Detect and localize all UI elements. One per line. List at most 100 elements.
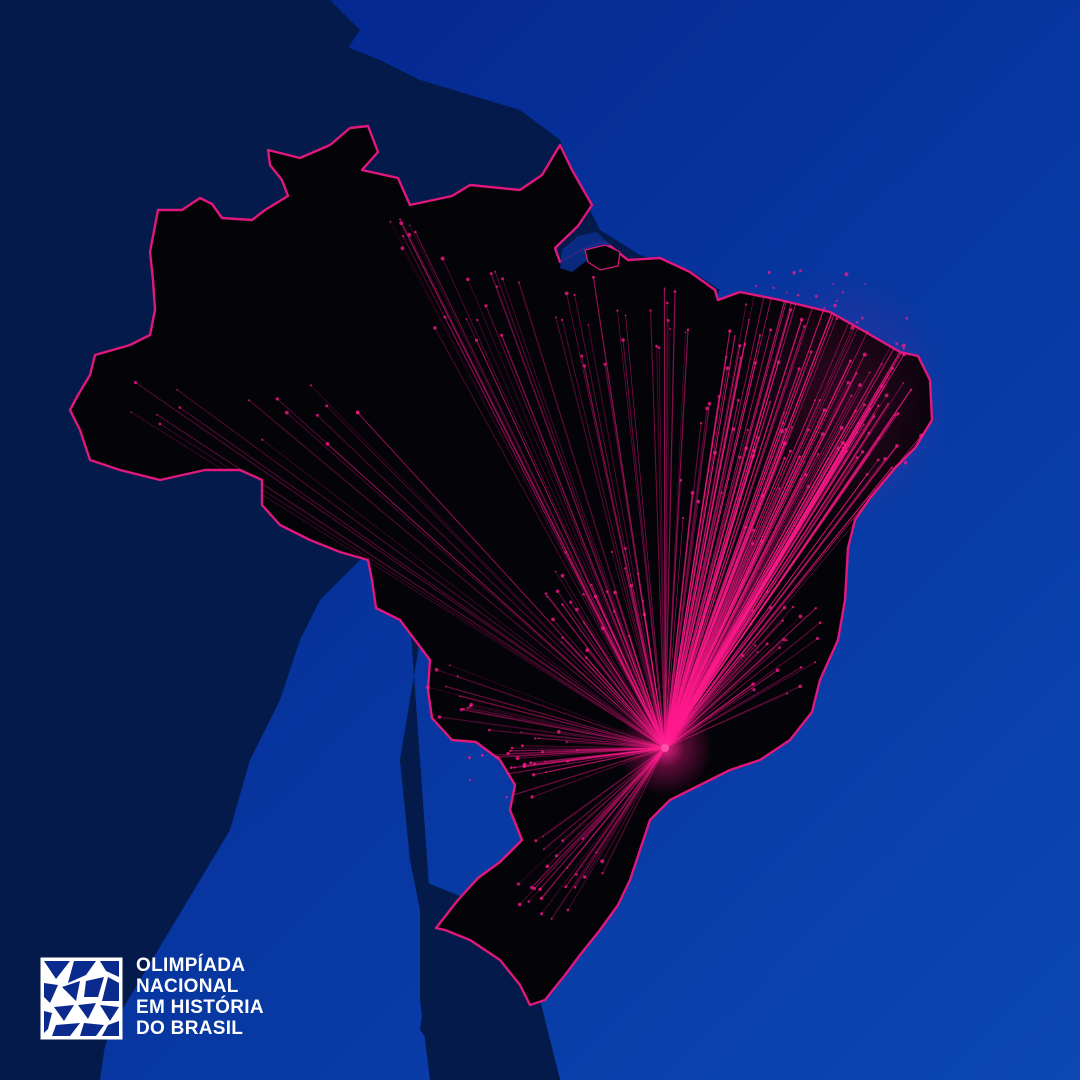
- origin-point: [820, 432, 825, 436]
- origin-point: [566, 866, 569, 869]
- origin-point: [566, 908, 570, 912]
- origin-point: [628, 634, 631, 637]
- connection-line: [664, 284, 866, 749]
- origin-point: [789, 308, 793, 312]
- southern-cone-land: [0, 540, 160, 1080]
- connection-line: [664, 270, 801, 749]
- origin-point: [564, 291, 569, 296]
- connection-line: [496, 286, 666, 749]
- origin-point: [474, 338, 479, 342]
- origin-point: [583, 875, 587, 879]
- origin-point: [757, 436, 760, 439]
- origin-point: [582, 621, 585, 624]
- origin-point: [769, 606, 772, 609]
- connection-line: [399, 219, 666, 749]
- origin-point: [848, 359, 852, 363]
- connection-line: [622, 339, 666, 749]
- origin-point: [806, 428, 810, 432]
- origin-point: [466, 277, 470, 282]
- origin-point: [600, 626, 605, 631]
- origin-point: [389, 220, 392, 223]
- origin-point: [769, 328, 773, 332]
- origin-point: [767, 271, 771, 274]
- origin-point: [555, 316, 557, 319]
- origin-point: [561, 839, 565, 843]
- origin-point: [542, 848, 545, 851]
- origin-point: [864, 283, 867, 286]
- marajo-island: [584, 244, 621, 271]
- origin-point: [794, 470, 797, 473]
- origin-point: [800, 478, 803, 480]
- origin-point: [544, 592, 548, 595]
- connection-line: [664, 452, 716, 749]
- origin-point: [798, 614, 803, 619]
- origin-point: [803, 461, 806, 464]
- origin-point: [855, 321, 859, 324]
- origin-point: [781, 421, 785, 425]
- connection-line: [664, 384, 861, 749]
- origin-point: [827, 457, 829, 460]
- origin-point: [582, 364, 587, 368]
- origin-point: [673, 290, 677, 293]
- origin-point: [743, 342, 747, 346]
- origin-point: [564, 551, 567, 554]
- origin-point: [325, 442, 330, 446]
- connection-line: [664, 287, 774, 749]
- origin-point: [476, 318, 479, 322]
- connection-line: [156, 414, 666, 749]
- origin-point: [746, 428, 749, 432]
- origin-point: [798, 455, 801, 459]
- origin-point: [814, 661, 817, 664]
- connection-line: [555, 317, 666, 749]
- origin-point: [895, 444, 899, 448]
- connection-line: [663, 288, 666, 749]
- origin-point: [728, 329, 732, 333]
- origin-point: [863, 423, 865, 426]
- origin-point: [880, 363, 883, 366]
- origin-point: [754, 644, 757, 647]
- origin-point: [868, 407, 872, 410]
- origin-point: [910, 388, 913, 391]
- origin-point: [682, 516, 685, 520]
- connection-line: [664, 335, 736, 749]
- origin-point: [540, 912, 544, 916]
- connection-line: [664, 429, 787, 749]
- origin-point: [850, 394, 853, 397]
- connection-line: [587, 324, 666, 749]
- origin-point: [902, 382, 905, 384]
- origin-point: [769, 400, 771, 403]
- origin-point: [649, 309, 652, 312]
- origin-point: [752, 688, 756, 692]
- origin-point: [791, 426, 794, 429]
- origin-point: [786, 292, 788, 294]
- origin-point: [756, 650, 759, 653]
- origin-point: [699, 422, 703, 425]
- connection-line: [664, 414, 875, 749]
- origin-point: [408, 224, 411, 227]
- origin-point: [803, 325, 806, 328]
- origin-point: [720, 491, 723, 494]
- origin-point: [550, 917, 553, 920]
- origin-point: [814, 607, 817, 610]
- origin-point: [655, 344, 659, 348]
- origin-point: [309, 384, 312, 387]
- connection-line: [664, 457, 741, 749]
- origin-point: [629, 584, 634, 588]
- origin-point: [776, 360, 781, 365]
- origin-point: [573, 293, 576, 296]
- origin-point: [778, 646, 781, 649]
- origin-point: [425, 685, 430, 690]
- origin-point: [399, 218, 401, 221]
- origin-point: [501, 277, 505, 281]
- origin-point: [532, 887, 537, 891]
- connection-line: [502, 278, 666, 749]
- connection-line: [664, 291, 676, 749]
- logo-line-2: NACIONAL: [136, 976, 239, 997]
- origin-point: [595, 851, 598, 854]
- origin-point: [823, 306, 826, 310]
- origin-point: [844, 443, 847, 447]
- origin-point: [500, 333, 504, 337]
- connection-line: [664, 435, 922, 749]
- origin-point: [862, 352, 867, 357]
- origin-point: [846, 381, 850, 385]
